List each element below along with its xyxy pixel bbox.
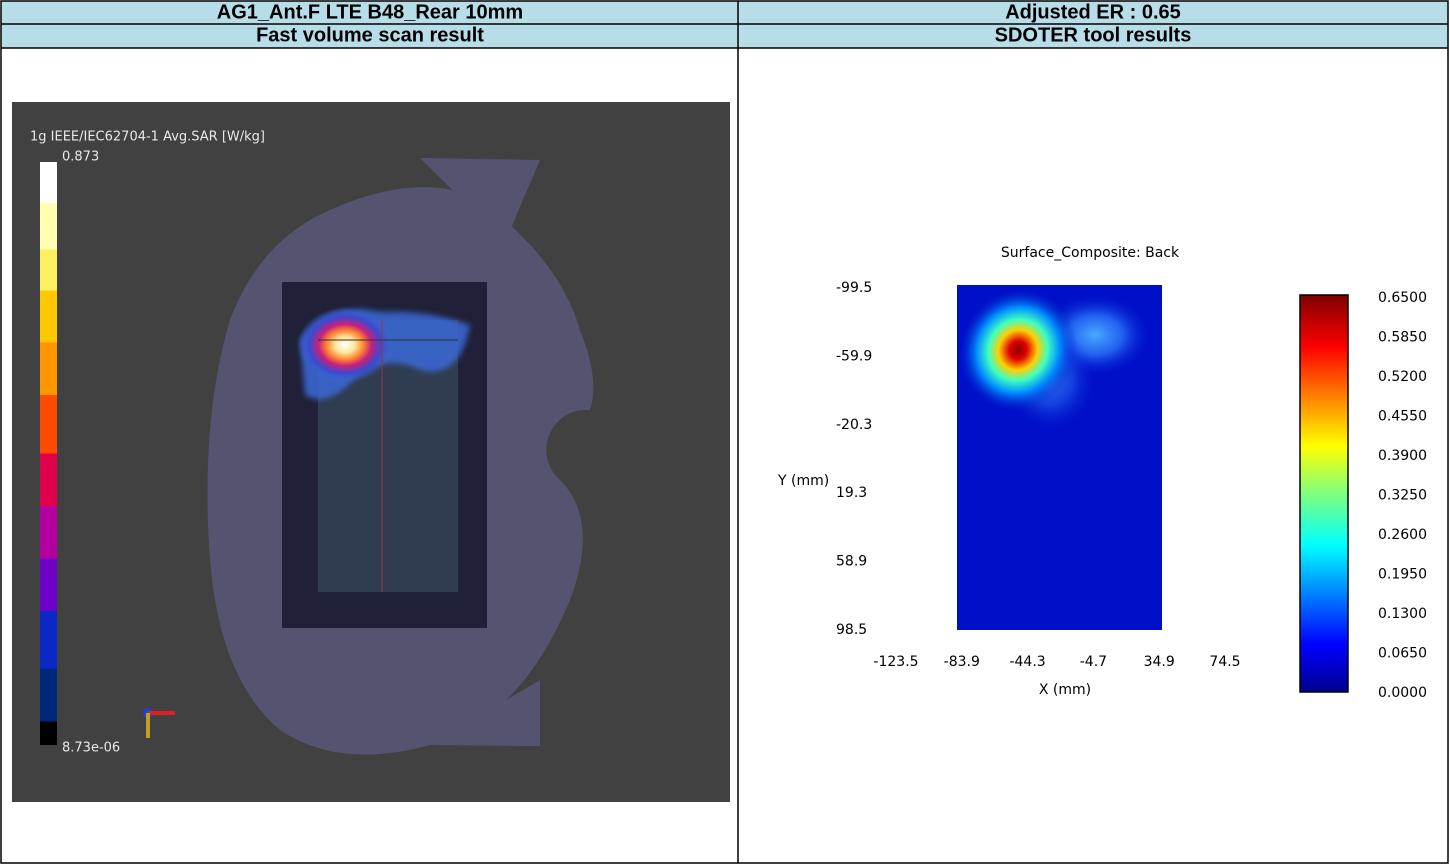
y-tick-label: -59.9: [836, 348, 872, 364]
colorbar-tick-label: 0.3900: [1378, 448, 1427, 464]
y-tick-label: -20.3: [836, 417, 872, 433]
heatmap: [957, 285, 1349, 693]
y-tick-label: -99.5: [836, 280, 872, 296]
y-axis-label: Y (mm): [777, 473, 829, 489]
plot-title: Surface_Composite: Back: [1001, 245, 1180, 261]
y-tick-label: 19.3: [836, 485, 867, 501]
colorbar-tick-label: 0.6500: [1378, 290, 1427, 306]
x-tick-label: -123.5: [873, 654, 918, 670]
cell-title: Adjusted ER : 0.65: [1005, 1, 1181, 23]
colorbar-tick-label: 0.4550: [1378, 409, 1427, 425]
colorbar-tick-label: 0.1300: [1378, 606, 1427, 622]
header-row-1: [1, 1, 1448, 24]
colorbar-tick-label: 0.5200: [1378, 369, 1427, 385]
x-tick-label: 74.5: [1209, 654, 1240, 670]
x-axis-label: X (mm): [1039, 682, 1091, 698]
x-tick-label: -83.9: [944, 654, 980, 670]
scan-image: [12, 102, 730, 802]
colorbar-tick-label: 0.1950: [1378, 567, 1427, 583]
header-row-2: [1, 24, 1448, 48]
cell-title: AG1_Ant.F LTE B48_Rear 10mm: [217, 1, 523, 23]
colorbar-tick-label: 0.0650: [1378, 646, 1427, 662]
x-tick-label: 34.9: [1144, 654, 1175, 670]
x-tick-label: -44.3: [1009, 654, 1045, 670]
colorbar-min: 8.73e-06: [62, 741, 120, 756]
colorbar-tick-label: 0.5850: [1378, 330, 1427, 346]
x-tick-label: -4.7: [1080, 654, 1107, 670]
cell-title: Fast volume scan result: [256, 24, 484, 46]
colorbar-tick-label: 0.0000: [1378, 685, 1427, 701]
colorbar-tick-label: 0.3250: [1378, 488, 1427, 504]
colorbar-label: 1g IEEE/IEC62704-1 Avg.SAR [W/kg]: [30, 130, 265, 145]
colorbar-tick-label: 0.2600: [1378, 527, 1427, 543]
colorbar-max: 0.873: [62, 150, 99, 165]
y-tick-label: 98.5: [836, 622, 867, 638]
cell-title: SDOTER tool results: [995, 24, 1192, 46]
y-tick-label: 58.9: [836, 554, 867, 570]
